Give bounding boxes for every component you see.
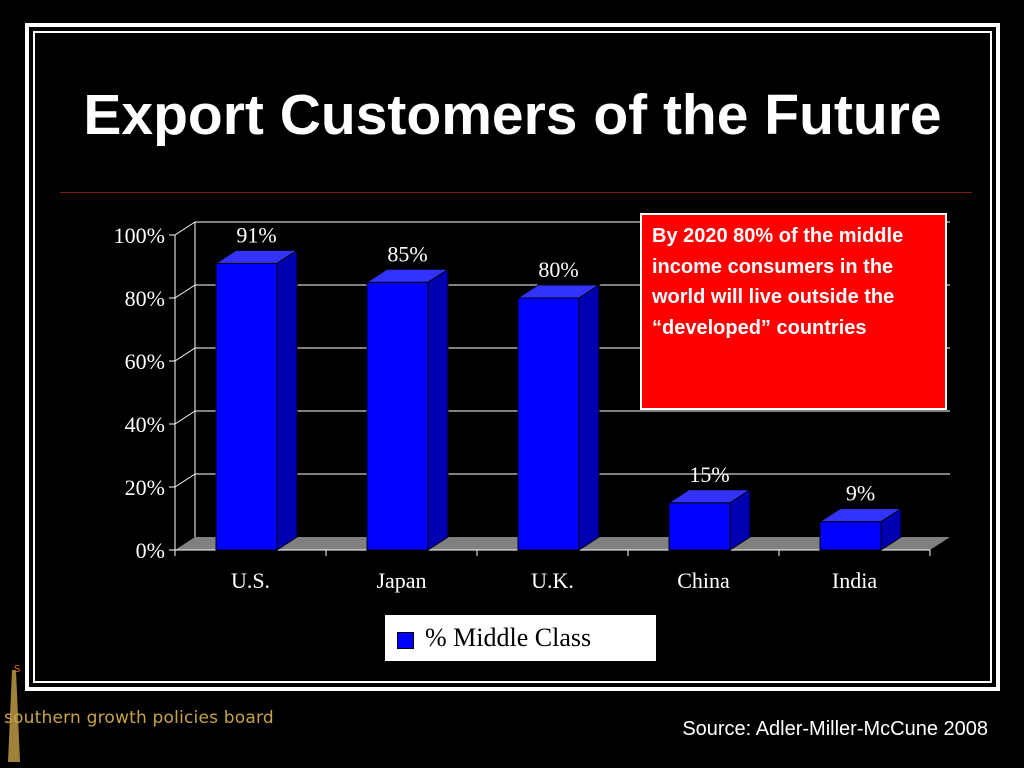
x-tick-label: U.S.: [231, 568, 270, 593]
x-tick-label: U.K.: [531, 568, 574, 593]
callout-box: By 2020 80% of the middle income consume…: [640, 213, 947, 410]
y-tick-label: 0%: [136, 538, 165, 563]
gridline-side: [174, 347, 196, 362]
gridline-side: [174, 410, 196, 425]
gridline-side: [174, 473, 196, 488]
data-label: 9%: [846, 481, 875, 506]
data-label: 91%: [236, 222, 276, 247]
bar-front: [517, 297, 580, 551]
x-tick-label: Japan: [376, 568, 426, 593]
slide-title: Export Customers of the Future: [83, 83, 942, 147]
x-tick-label: India: [832, 568, 877, 593]
bar-top: [667, 489, 752, 504]
logo-spire: [8, 670, 20, 762]
y-tick-label: 20%: [125, 475, 165, 500]
bar: [818, 507, 903, 551]
gridline-side: [174, 221, 196, 236]
y-tick-label: 80%: [125, 286, 165, 311]
logo-letter: S: [14, 664, 20, 675]
legend-swatch: [397, 632, 414, 649]
chart-legend: % Middle Class: [384, 614, 657, 662]
y-tick-label: 100%: [114, 223, 165, 248]
source-citation: Source: Adler-Miller-McCune 2008: [682, 718, 988, 740]
logo-emblem: S: [8, 664, 20, 762]
bar-top: [214, 249, 299, 264]
data-label: 85%: [387, 241, 427, 266]
bar: [365, 268, 450, 551]
data-label: 15%: [689, 462, 729, 487]
x-tick-label: China: [677, 568, 730, 593]
bar-front: [366, 281, 429, 551]
bar-side: [578, 284, 600, 551]
gridline-side: [174, 284, 196, 299]
bar-side: [427, 268, 449, 551]
bar: [516, 284, 601, 551]
slide-frame-inner: [33, 31, 992, 683]
legend-label: % Middle Class: [425, 623, 592, 652]
bar-top: [818, 508, 903, 523]
bar-top: [365, 268, 450, 283]
bar: [214, 249, 299, 551]
bar-front: [819, 521, 882, 551]
logo-text: southern growth policies board: [4, 708, 274, 728]
bar: [667, 488, 752, 551]
y-tick-label: 40%: [125, 412, 165, 437]
y-tick-label: 60%: [125, 349, 165, 374]
bar-side: [276, 249, 298, 551]
slide-frame-outer: [25, 23, 1000, 691]
data-label: 80%: [538, 257, 578, 282]
title-divider: [60, 192, 972, 193]
bar-top: [516, 284, 601, 299]
bar-front: [668, 502, 731, 551]
bar-front: [215, 262, 278, 551]
